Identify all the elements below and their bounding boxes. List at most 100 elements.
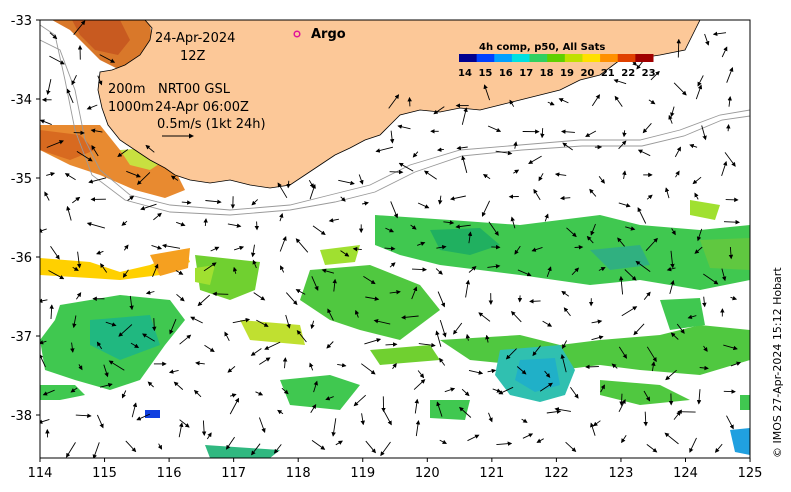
current-vector [103,364,109,378]
current-vector [699,365,709,371]
current-vector [666,266,676,272]
current-vector [590,422,596,436]
current-vector [312,225,326,236]
credit-text: © IMOS 27-Apr-2024 15:12 Hobart [771,267,784,458]
current-vector [468,266,477,273]
current-vector [49,304,54,320]
colorbar-swatch [617,54,636,62]
current-vector [467,231,473,244]
colorbar-swatch [564,54,583,62]
colorbar-tick-label: 15 [478,68,492,79]
current-vector [563,307,571,317]
current-vector [72,266,79,271]
current-vector [131,402,138,418]
current-vector [99,382,113,388]
current-vector [591,94,600,107]
current-vector [201,420,207,436]
current-vector [353,394,367,407]
current-vector [418,342,436,348]
current-vector [505,348,517,360]
current-vector [279,213,284,222]
current-vector [354,309,360,318]
current-vector [44,191,50,201]
current-vector [590,223,596,236]
current-vector [280,265,285,273]
current-vector [521,418,528,423]
current-vector [179,334,192,345]
current-vector [621,306,638,317]
current-vector [483,84,491,101]
current-vector [66,88,74,104]
current-vector [136,413,151,421]
colorbar-swatch [547,54,566,62]
current-vector [70,387,78,393]
current-vector [311,440,326,450]
depth-200-label: 200m [108,82,145,97]
current-vector [273,444,282,454]
current-vector [435,330,442,347]
current-vector [560,195,571,201]
current-vector [105,321,117,327]
current-vector [544,213,549,222]
depth-1000-label: 1000m [108,100,154,115]
current-vector [542,320,553,327]
current-vector [642,123,652,134]
current-vector [175,270,184,275]
current-vector [675,170,680,178]
current-vector [510,216,516,229]
current-vector [389,169,404,175]
current-vector [140,203,157,211]
current-vector [195,361,205,366]
current-vector [417,241,426,246]
current-vector [509,99,515,107]
y-tick-label: -36 [11,251,32,266]
current-vector [726,124,731,132]
current-vector [411,286,418,300]
colorbar-swatch [476,54,495,62]
current-vector [71,75,77,86]
current-vector [585,130,597,137]
current-vector [727,96,732,107]
current-vector [326,341,334,349]
current-vector [443,220,455,225]
current-vector [389,289,401,295]
current-vector [522,433,534,439]
current-vector [617,237,625,247]
colorbar-tick-label: 14 [458,68,472,79]
current-vector [123,244,129,251]
current-vector [122,269,129,278]
current-vector [256,319,269,327]
current-vector [496,441,513,446]
current-vector [461,155,468,174]
current-vector [193,389,202,398]
current-vector [614,95,623,107]
x-tick-label: 117 [221,466,246,481]
current-vector [100,263,108,273]
current-vector [516,366,527,375]
colorbar-tick-label: 22 [621,68,635,79]
current-vector [694,246,703,254]
current-vector [197,294,211,307]
current-vector [204,344,215,352]
y-tick-label: -37 [11,330,32,345]
current-vector [96,414,104,429]
current-vector [335,440,343,446]
colorbar-tick-label: 18 [540,68,554,79]
current-vector [703,345,708,352]
current-vector [570,386,579,399]
current-vector [162,243,181,249]
current-vector [49,32,58,40]
x-tick-label: 120 [415,466,440,481]
current-vector [178,422,184,438]
current-vector [295,289,306,295]
argo-float-marker [293,30,301,38]
current-vector [118,324,133,337]
current-vector [224,331,230,342]
current-vector [90,128,103,133]
current-vector [696,389,702,405]
current-vector [337,362,347,368]
current-vector [417,202,430,209]
current-vector [364,338,382,345]
current-vector [251,443,261,456]
current-vector [487,368,497,374]
